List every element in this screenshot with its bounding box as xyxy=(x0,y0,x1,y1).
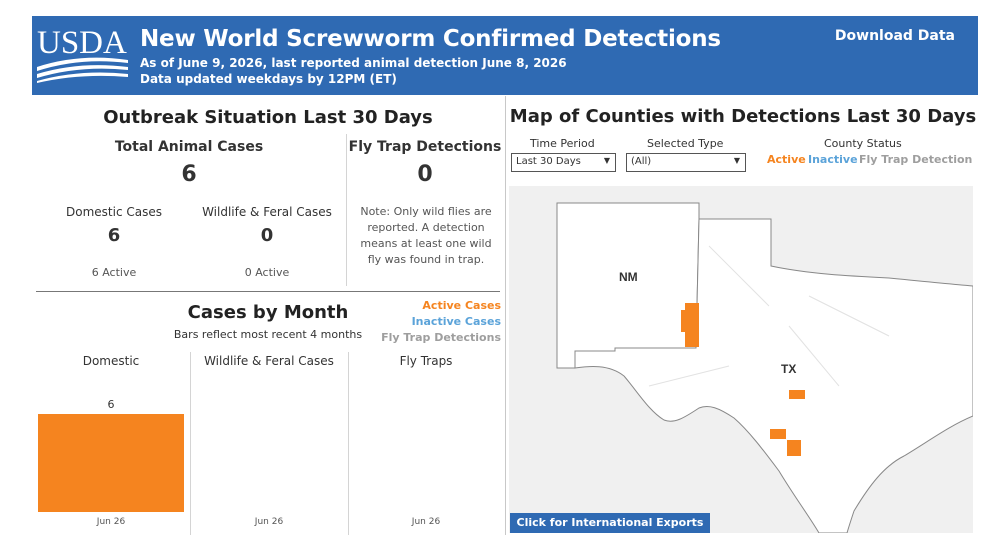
download-data-link[interactable]: Download Data xyxy=(834,28,955,44)
flytrap-label: Fly Trap Detections xyxy=(348,139,502,155)
active-county-nm[interactable] xyxy=(685,303,699,347)
active-county-tx-1[interactable] xyxy=(789,390,805,399)
month-label-domestic: Jun 26 xyxy=(96,517,126,527)
column-label-domestic: Domestic xyxy=(82,354,140,368)
map-roads xyxy=(648,245,890,387)
selected-type-value: (All) xyxy=(631,156,652,167)
status-active: Active xyxy=(767,153,806,166)
time-period-select[interactable]: Last 30 Days ▼ xyxy=(511,153,616,172)
total-cases-label: Total Animal Cases xyxy=(114,139,264,155)
column-label-flytraps: Fly Traps xyxy=(399,354,453,368)
chevron-down-icon: ▼ xyxy=(733,156,740,165)
county-map[interactable]: NM TX xyxy=(509,186,973,533)
panel-divider xyxy=(505,96,506,535)
status-flytrap: Fly Trap Detection xyxy=(859,153,973,166)
active-county-nm-2[interactable] xyxy=(681,310,686,332)
month-label-flytraps: Jun 26 xyxy=(411,517,441,527)
bar-data-label: 6 xyxy=(107,398,115,411)
legend-flytrap-detections: Fly Trap Detections xyxy=(381,331,501,344)
state-label-nm: NM xyxy=(619,270,638,284)
bar-domestic[interactable] xyxy=(38,414,184,512)
total-cases-value: 6 xyxy=(181,162,197,187)
status-inactive: Inactive xyxy=(808,153,858,166)
chevron-down-icon: ▼ xyxy=(603,156,610,165)
cases-by-month-heading: Cases by Month xyxy=(187,302,349,323)
section-divider xyxy=(36,291,500,292)
outbreak-heading: Outbreak Situation Last 30 Days xyxy=(103,107,433,128)
kpi-divider xyxy=(346,134,347,286)
legend-inactive-cases: Inactive Cases xyxy=(411,315,501,328)
selected-type-select[interactable]: (All) ▼ xyxy=(626,153,746,172)
map-svg: NM TX xyxy=(556,202,973,533)
time-period-value: Last 30 Days xyxy=(516,156,581,167)
domestic-cases-value: 6 xyxy=(107,225,121,246)
wildlife-cases-value: 0 xyxy=(260,225,274,246)
as-of-date: As of June 9, 2026, last reported animal… xyxy=(140,56,567,70)
column-divider-1 xyxy=(190,352,191,535)
usda-logo: USDA xyxy=(37,25,128,83)
domestic-active-count: 6 Active xyxy=(91,266,137,279)
active-county-tx-3[interactable] xyxy=(787,440,801,456)
month-label-wildlife: Jun 26 xyxy=(254,517,284,527)
wildlife-cases-label: Wildlife & Feral Cases xyxy=(202,205,332,219)
active-county-tx-2[interactable] xyxy=(770,429,786,439)
header-banner: USDA New World Screwworm Confirmed Detec… xyxy=(32,16,978,95)
selected-type-label: Selected Type xyxy=(647,137,724,150)
time-period-label: Time Period xyxy=(530,137,595,150)
domestic-cases-label: Domestic Cases xyxy=(66,205,162,219)
county-status-label: County Status xyxy=(824,137,902,150)
map-heading: Map of Counties with Detections Last 30 … xyxy=(509,106,977,127)
wildlife-active-count: 0 Active xyxy=(244,266,290,279)
logo-text: USDA xyxy=(37,25,127,61)
flytrap-note: Note: Only wild flies are reported. A de… xyxy=(360,205,492,266)
legend-active-cases: Active Cases xyxy=(422,299,501,312)
international-exports-button[interactable]: Click for International Exports xyxy=(510,513,710,533)
page-title: New World Screwworm Confirmed Detections xyxy=(140,26,721,52)
state-nm-shape xyxy=(556,202,700,369)
flytrap-value: 0 xyxy=(417,162,433,187)
cases-by-month-subheading: Bars reflect most recent 4 months xyxy=(173,328,363,341)
update-schedule: Data updated weekdays by 12PM (ET) xyxy=(140,72,397,86)
column-divider-2 xyxy=(348,352,349,535)
column-label-wildlife: Wildlife & Feral Cases xyxy=(204,354,334,368)
state-label-tx: TX xyxy=(781,362,796,376)
state-tx-shape xyxy=(574,218,973,533)
